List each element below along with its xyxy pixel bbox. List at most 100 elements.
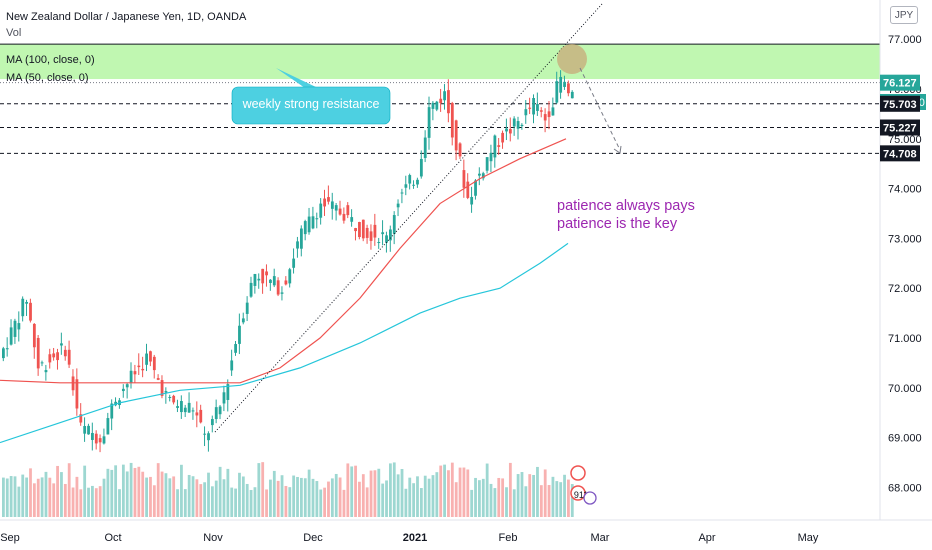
volume-bar bbox=[536, 466, 539, 517]
volume-bar bbox=[478, 480, 481, 517]
volume-bar bbox=[2, 477, 5, 517]
volume-bar bbox=[563, 474, 566, 517]
volume-bar bbox=[497, 477, 501, 517]
volume-bar bbox=[29, 468, 32, 517]
volume-bar bbox=[121, 464, 125, 517]
volume-bar bbox=[253, 487, 257, 517]
x-tick-label: Feb bbox=[499, 532, 518, 544]
candle-body bbox=[447, 90, 450, 114]
volume-bar bbox=[52, 483, 56, 517]
candle-body bbox=[133, 371, 137, 375]
volume-bar bbox=[238, 472, 241, 517]
projection-arrow-head bbox=[613, 145, 622, 154]
volume-bar bbox=[462, 467, 466, 517]
candle-body bbox=[381, 232, 385, 235]
ma50-line bbox=[0, 138, 567, 384]
volume-bar bbox=[176, 489, 179, 517]
volume-bar bbox=[489, 483, 493, 517]
candle-body bbox=[299, 228, 303, 249]
volume-bar bbox=[342, 489, 346, 517]
candle-body bbox=[524, 109, 528, 116]
x-tick-label: Oct bbox=[104, 532, 121, 544]
volume-bar bbox=[284, 485, 288, 517]
candle-body bbox=[114, 401, 118, 406]
candle-body bbox=[338, 208, 342, 215]
volume-bar bbox=[9, 476, 13, 517]
candle-body bbox=[427, 107, 431, 138]
candle-body bbox=[412, 184, 416, 186]
volume-bar bbox=[427, 478, 431, 517]
volume-bar bbox=[319, 489, 323, 517]
volume-bar bbox=[539, 485, 543, 517]
last-price-tag: 76.127 bbox=[883, 78, 917, 90]
event-badge-text: 911 bbox=[574, 490, 588, 500]
volume-bar bbox=[276, 480, 280, 517]
volume-bar bbox=[334, 473, 338, 517]
candle-body bbox=[303, 221, 307, 235]
level-tag-3-bg bbox=[880, 145, 920, 162]
candle-body bbox=[141, 368, 145, 371]
candle-body bbox=[13, 320, 17, 337]
candle-body bbox=[539, 110, 543, 112]
candle-body bbox=[110, 403, 114, 419]
volume-bar bbox=[172, 476, 176, 517]
volume-bar bbox=[389, 463, 392, 517]
volume-bar bbox=[21, 474, 25, 517]
y-tick-label: 71.000 bbox=[888, 333, 922, 345]
candle-body bbox=[245, 302, 249, 314]
candle-body bbox=[94, 433, 98, 444]
y-tick-label: 75.000 bbox=[888, 134, 922, 146]
volume-bar bbox=[230, 487, 234, 517]
volume-bar bbox=[501, 478, 505, 517]
volume-bar bbox=[280, 475, 284, 517]
volume-bar bbox=[431, 475, 435, 517]
volume-bar bbox=[83, 465, 87, 517]
note-line-1: patience always pays bbox=[557, 198, 695, 214]
candle-body bbox=[454, 120, 458, 151]
volume-bar bbox=[114, 465, 118, 517]
volume-bar bbox=[265, 489, 268, 517]
currency-button[interactable]: JPY bbox=[890, 6, 918, 24]
volume-bar bbox=[226, 468, 230, 517]
volume-bar bbox=[79, 489, 83, 517]
candle-body bbox=[288, 269, 292, 284]
candle-body bbox=[392, 215, 396, 234]
volume-bar bbox=[36, 478, 40, 517]
candle-body bbox=[474, 180, 477, 196]
volume-bar bbox=[145, 477, 148, 517]
volume-bar bbox=[272, 470, 276, 517]
volume-bar bbox=[555, 481, 559, 517]
candle-body bbox=[214, 407, 218, 420]
volume-bar bbox=[303, 478, 307, 517]
candle-body bbox=[373, 224, 377, 238]
volume-bar bbox=[396, 474, 400, 517]
volume-bar bbox=[48, 477, 52, 517]
volume-bar bbox=[524, 486, 528, 517]
volume-bar bbox=[296, 476, 299, 517]
y-tick-label: 70.000 bbox=[888, 383, 922, 395]
candle-body bbox=[342, 213, 346, 221]
candle-body bbox=[210, 419, 214, 426]
volume-bar bbox=[183, 489, 187, 517]
candle-body bbox=[265, 271, 268, 276]
candle-body bbox=[160, 380, 164, 396]
candle-body bbox=[52, 353, 56, 358]
volume-bar bbox=[528, 474, 532, 517]
candle-body bbox=[168, 396, 172, 398]
volume-bar bbox=[210, 486, 214, 517]
volume-bar bbox=[110, 469, 114, 517]
candle-body bbox=[330, 201, 334, 209]
candle-body bbox=[419, 158, 423, 177]
candle-body bbox=[350, 217, 354, 222]
volume-bar bbox=[257, 463, 261, 517]
x-tick-label: Dec bbox=[303, 532, 323, 544]
candle-body bbox=[567, 83, 570, 94]
candle-body bbox=[570, 91, 574, 99]
candle-body bbox=[280, 292, 284, 294]
candle-body bbox=[191, 410, 195, 412]
volume-bar bbox=[470, 489, 474, 517]
volume-bar bbox=[40, 477, 44, 517]
volume-bar bbox=[532, 474, 535, 517]
